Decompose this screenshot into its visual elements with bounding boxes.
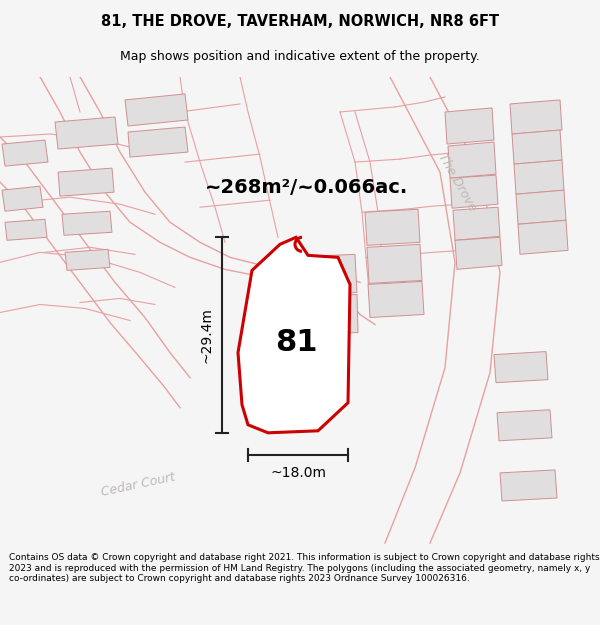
Polygon shape [453,208,500,240]
Polygon shape [448,142,496,178]
Text: 81, THE DROVE, TAVERHAM, NORWICH, NR8 6FT: 81, THE DROVE, TAVERHAM, NORWICH, NR8 6F… [101,14,499,29]
Polygon shape [512,130,562,164]
Polygon shape [55,117,118,149]
Polygon shape [365,209,420,246]
Polygon shape [497,410,552,441]
Polygon shape [368,281,424,318]
Polygon shape [450,175,498,208]
Polygon shape [494,352,548,382]
Text: ~29.4m: ~29.4m [199,307,213,363]
Polygon shape [238,238,350,432]
Polygon shape [287,294,358,336]
Polygon shape [62,211,112,235]
Polygon shape [514,160,564,194]
Polygon shape [516,190,566,224]
Polygon shape [285,254,357,296]
Polygon shape [367,244,422,283]
Text: ~18.0m: ~18.0m [270,466,326,480]
Polygon shape [2,140,48,166]
Polygon shape [518,220,568,254]
Polygon shape [510,100,562,134]
Polygon shape [65,249,110,271]
Text: 81: 81 [275,328,317,357]
Text: Map shows position and indicative extent of the property.: Map shows position and indicative extent… [120,51,480,63]
Polygon shape [500,470,557,501]
Polygon shape [5,219,47,240]
Text: ~268m²/~0.066ac.: ~268m²/~0.066ac. [205,177,408,197]
Text: Contains OS data © Crown copyright and database right 2021. This information is : Contains OS data © Crown copyright and d… [9,553,599,583]
Polygon shape [58,168,114,196]
Polygon shape [455,238,502,269]
Polygon shape [445,108,494,144]
Polygon shape [125,94,188,126]
Polygon shape [128,127,188,157]
Text: The Drove: The Drove [435,151,479,214]
Polygon shape [2,186,43,211]
Text: Cedar Court: Cedar Court [100,471,176,499]
